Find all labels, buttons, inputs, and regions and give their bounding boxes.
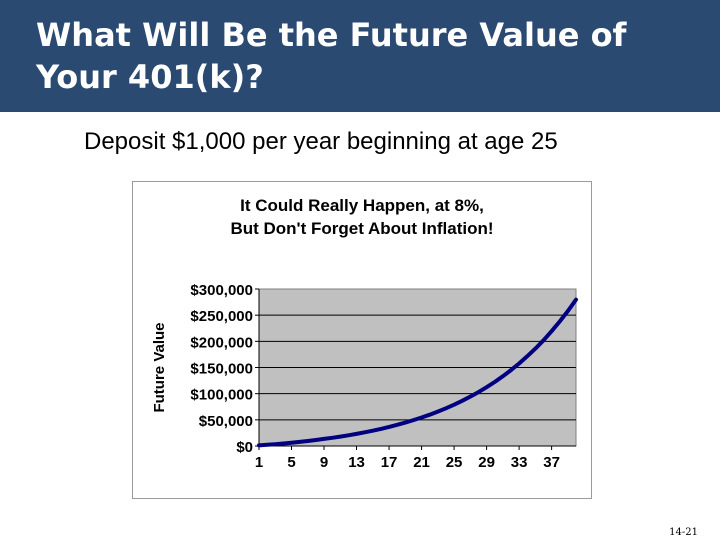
x-tick-label: 17 bbox=[381, 454, 398, 471]
x-tick-label: 21 bbox=[413, 454, 430, 471]
chart-title-line: But Don't Forget About Inflation! bbox=[230, 219, 493, 238]
x-tick-label: 37 bbox=[543, 454, 560, 471]
x-tick-label: 5 bbox=[287, 454, 295, 471]
x-tick-label: 33 bbox=[511, 454, 528, 471]
x-tick-label: 9 bbox=[320, 454, 328, 471]
y-tick-label: $300,000 bbox=[190, 282, 253, 299]
chart-frame: It Could Really Happen, at 8%, But Don't … bbox=[132, 181, 592, 499]
y-tick-label: $0 bbox=[236, 439, 253, 456]
chart-title-line: It Could Really Happen, at 8%, bbox=[240, 196, 484, 215]
page-number: 14-21 bbox=[669, 527, 698, 538]
y-tick-label: $250,000 bbox=[190, 308, 253, 325]
title-bar: What Will Be the Future Value of Your 40… bbox=[0, 0, 720, 112]
x-tick-label: 1 bbox=[255, 454, 263, 471]
series-line bbox=[257, 297, 578, 448]
y-tick-label: $100,000 bbox=[190, 387, 253, 404]
x-tick-label: 13 bbox=[348, 454, 365, 471]
y-axis-label: Future Value bbox=[151, 322, 168, 412]
y-tick-label: $50,000 bbox=[199, 413, 253, 430]
x-tick-label: 29 bbox=[478, 454, 495, 471]
x-tick-label: 25 bbox=[446, 454, 463, 471]
y-tick-label: $200,000 bbox=[190, 334, 253, 351]
y-tick-label: $150,000 bbox=[190, 361, 253, 378]
line-chart: It Could Really Happen, at 8%, But Don't … bbox=[151, 196, 578, 471]
slide-title: What Will Be the Future Value of Your 40… bbox=[36, 16, 627, 96]
slide-subtitle: Deposit $1,000 per year beginning at age… bbox=[84, 128, 558, 155]
